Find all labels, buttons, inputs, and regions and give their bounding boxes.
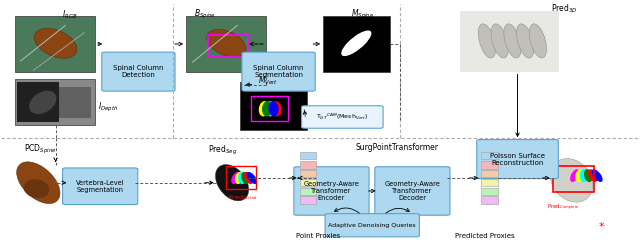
FancyBboxPatch shape bbox=[63, 168, 138, 204]
Text: Vertebra-Level
Segmentation: Vertebra-Level Segmentation bbox=[76, 180, 124, 193]
Bar bbox=[481, 161, 498, 168]
Ellipse shape bbox=[271, 101, 282, 116]
Bar bbox=[251, 97, 288, 121]
Bar bbox=[552, 166, 594, 192]
Text: Pred$_{Complete}$: Pred$_{Complete}$ bbox=[547, 203, 580, 213]
Bar bbox=[300, 170, 316, 177]
Ellipse shape bbox=[24, 179, 49, 198]
Ellipse shape bbox=[516, 24, 534, 58]
Ellipse shape bbox=[244, 172, 253, 184]
Ellipse shape bbox=[262, 101, 272, 116]
Text: Predicted Proxies: Predicted Proxies bbox=[455, 233, 515, 239]
Ellipse shape bbox=[550, 159, 593, 202]
Ellipse shape bbox=[570, 169, 580, 182]
FancyBboxPatch shape bbox=[325, 214, 419, 237]
Ellipse shape bbox=[529, 24, 547, 58]
FancyBboxPatch shape bbox=[375, 167, 450, 215]
Text: Pred$_{Partial}$: Pred$_{Partial}$ bbox=[228, 193, 259, 202]
Bar bbox=[300, 151, 316, 159]
Ellipse shape bbox=[575, 169, 584, 182]
Ellipse shape bbox=[584, 169, 593, 182]
Text: Poisson Surface
Reconstruction: Poisson Surface Reconstruction bbox=[490, 152, 545, 166]
Ellipse shape bbox=[265, 101, 275, 116]
Ellipse shape bbox=[588, 169, 598, 182]
Ellipse shape bbox=[17, 162, 60, 204]
Text: PCD$_{Spine}$: PCD$_{Spine}$ bbox=[24, 143, 57, 156]
Bar bbox=[226, 166, 256, 189]
Ellipse shape bbox=[504, 24, 521, 58]
FancyBboxPatch shape bbox=[477, 140, 558, 179]
Text: B$_{Spine}$: B$_{Spine}$ bbox=[194, 8, 216, 21]
Ellipse shape bbox=[231, 172, 241, 184]
FancyBboxPatch shape bbox=[301, 106, 383, 128]
Text: M$_{Vert}$: M$_{Vert}$ bbox=[257, 74, 278, 87]
Ellipse shape bbox=[216, 165, 249, 201]
Ellipse shape bbox=[592, 169, 603, 182]
Text: SurgPointTransformer: SurgPointTransformer bbox=[355, 144, 438, 152]
Text: Pred$_{3D}$: Pred$_{3D}$ bbox=[550, 2, 577, 15]
Bar bbox=[481, 197, 498, 204]
Ellipse shape bbox=[207, 30, 246, 57]
Ellipse shape bbox=[34, 28, 77, 58]
FancyBboxPatch shape bbox=[242, 52, 316, 91]
Ellipse shape bbox=[580, 169, 588, 182]
Text: M$_{Spine}$: M$_{Spine}$ bbox=[351, 8, 374, 21]
Bar bbox=[300, 188, 316, 195]
Text: *: * bbox=[599, 222, 604, 232]
Bar bbox=[59, 87, 91, 118]
Ellipse shape bbox=[491, 24, 508, 58]
FancyBboxPatch shape bbox=[294, 167, 369, 215]
Ellipse shape bbox=[341, 30, 371, 56]
Text: Spinal Column
Detection: Spinal Column Detection bbox=[113, 65, 164, 78]
Ellipse shape bbox=[238, 172, 246, 184]
Bar bbox=[17, 82, 59, 122]
Text: Geometry-Aware
Transformer
Encoder: Geometry-Aware Transformer Encoder bbox=[303, 181, 360, 201]
Text: Spinal Column
Segmentation: Spinal Column Segmentation bbox=[253, 65, 304, 78]
Bar bbox=[300, 179, 316, 186]
Ellipse shape bbox=[268, 101, 278, 116]
Bar bbox=[323, 16, 390, 72]
Text: T$_{GT}$$^{CAM}$(Mesh$_{Vert}$): T$_{GT}$$^{CAM}$(Mesh$_{Vert}$) bbox=[316, 112, 369, 122]
Ellipse shape bbox=[246, 172, 257, 184]
Bar bbox=[300, 197, 316, 204]
Bar bbox=[15, 79, 95, 125]
Bar bbox=[15, 16, 95, 72]
FancyBboxPatch shape bbox=[102, 52, 175, 91]
Ellipse shape bbox=[241, 172, 250, 184]
Ellipse shape bbox=[29, 91, 56, 114]
Text: I$_{RGB}$: I$_{RGB}$ bbox=[62, 8, 77, 21]
Bar bbox=[241, 82, 307, 129]
Bar bbox=[481, 151, 498, 159]
Text: Point Proxies: Point Proxies bbox=[296, 233, 340, 239]
Bar bbox=[186, 16, 266, 72]
Bar bbox=[481, 179, 498, 186]
Bar bbox=[209, 35, 248, 57]
Ellipse shape bbox=[235, 172, 243, 184]
Ellipse shape bbox=[259, 101, 269, 116]
Text: Geometry-Aware
Transformer
Decoder: Geometry-Aware Transformer Decoder bbox=[385, 181, 440, 201]
Bar bbox=[460, 11, 559, 72]
Bar bbox=[300, 161, 316, 168]
Ellipse shape bbox=[478, 24, 495, 58]
Bar bbox=[481, 170, 498, 177]
Text: Pred$_{Seg}$: Pred$_{Seg}$ bbox=[208, 144, 237, 157]
Bar bbox=[481, 188, 498, 195]
Text: Adaptive Denoising Queries: Adaptive Denoising Queries bbox=[328, 223, 416, 228]
Text: I$_{Depth}$: I$_{Depth}$ bbox=[99, 100, 118, 114]
